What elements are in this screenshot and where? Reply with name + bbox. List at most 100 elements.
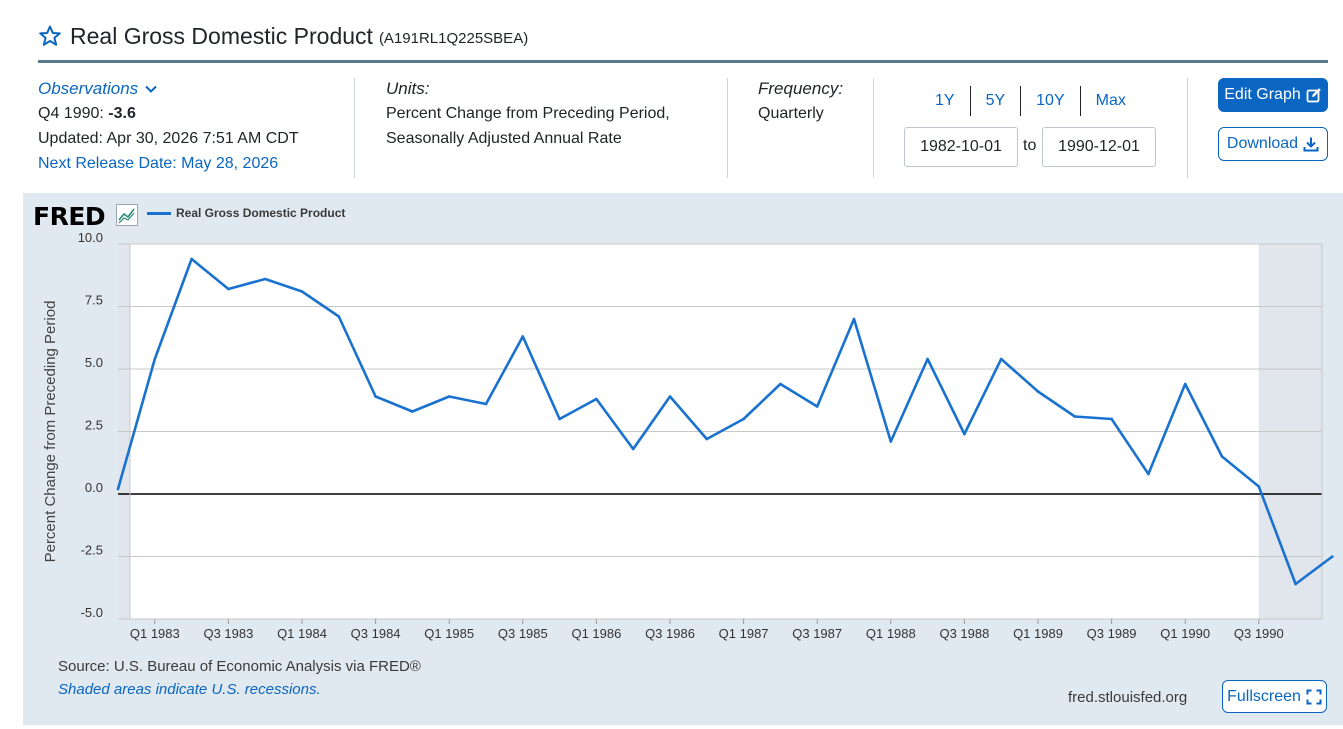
data-point [1257,485,1261,488]
legend-label: Real Gross Domestic Product [176,206,346,220]
series-line [116,257,1334,586]
fullscreen-icon [1306,689,1322,704]
data-point [1073,415,1077,418]
y-tick-label: 0.0 [85,480,103,495]
data-point [963,432,966,436]
x-tick-label: Q1 1984 [277,626,327,641]
data-point [447,395,451,398]
data-point [1036,390,1040,393]
units-label: Units: [386,79,430,98]
data-point [815,405,819,408]
start-date-input[interactable]: 1982-10-01 [904,127,1018,167]
x-tick-label: Q3 1989 [1087,626,1137,641]
divider [354,78,355,178]
data-point [263,277,267,281]
x-tick-label: Q1 1990 [1160,626,1210,641]
recession-note: Shaded areas indicate U.S. recessions. [58,681,321,698]
x-tick-label: Q1 1987 [719,626,769,641]
y-tick-label: -2.5 [81,543,103,558]
end-date-input[interactable]: 1990-12-01 [1042,127,1156,167]
data-point [374,395,377,398]
data-point [1110,417,1113,421]
y-tick-label: 5.0 [85,355,103,370]
y-tick-label: -5.0 [81,605,103,620]
data-point [1147,472,1150,476]
fred-graph-icon [116,204,138,226]
units-line-1: Percent Change from Preceding Period, [386,105,670,122]
y-axis-label: Percent Change from Preceding Period [42,301,59,563]
site-url: fred.stlouisfed.org [1068,689,1188,706]
data-point [153,357,157,361]
frequency-value: Quarterly [758,105,824,122]
series-id: (A191RL1Q225SBEA) [378,29,529,47]
data-point [1183,382,1187,386]
x-tick-label: Q1 1983 [130,626,180,641]
data-point [337,315,341,318]
x-tick-label: Q3 1985 [498,626,548,641]
range-separator [1079,86,1081,116]
date-range-to-label: to [1023,137,1037,154]
x-tick-label: Q1 1985 [424,626,474,641]
source-text: Source: U.S. Bureau of Economic Analysis… [58,658,421,675]
edit-icon [1306,88,1321,103]
range-button-max[interactable]: Max [1095,92,1126,109]
fullscreen-label: Fullscreen [1227,687,1301,705]
units-line-2: Seasonally Adjusted Annual Rate [386,130,622,147]
y-tick-label: 7.5 [85,293,103,308]
data-point [889,440,893,443]
fullscreen-button[interactable]: Fullscreen [1222,680,1327,713]
download-icon [1303,137,1319,152]
data-point [558,417,561,421]
edit-graph-button[interactable]: Edit Graph [1218,78,1328,112]
frequency-panel: Frequency: Quarterly [758,76,843,126]
data-point [1220,455,1224,458]
units-panel: Units: Percent Change from Preceding Per… [386,76,670,151]
observations-panel: Observations Q4 1990: -3.6 Updated: Apr … [38,76,299,176]
chevron-down-icon [145,85,157,93]
updated-text: Updated: Apr 30, 2026 7:51 AM CDT [38,130,299,147]
x-tick-label: Q3 1983 [203,626,253,641]
star-icon[interactable] [38,24,62,48]
divider [1187,78,1188,178]
divider [727,78,728,178]
download-button[interactable]: Download [1218,127,1328,161]
range-buttons: 1Y 5Y 10Y Max [920,86,1141,116]
title-divider [38,60,1328,63]
data-point [668,395,672,398]
data-point [705,437,709,441]
range-button-5y[interactable]: 5Y [985,92,1006,109]
fred-logo: FRED [33,202,106,231]
next-release-link[interactable]: Next Release Date: May 28, 2026 [38,155,279,172]
data-point [999,357,1003,361]
data-point [484,402,488,406]
legend-swatch [147,211,171,215]
data-point [521,335,525,338]
x-tick-label: Q1 1986 [571,626,621,641]
latest-value: -3.6 [108,105,136,122]
x-tick-label: Q3 1987 [792,626,842,641]
data-point [227,287,230,291]
data-point [779,382,782,386]
observations-toggle[interactable]: Observations [38,76,299,101]
data-point [852,317,856,321]
x-tick-label: Q3 1988 [939,626,989,641]
data-point [631,447,635,451]
latest-period: Q4 1990: [38,105,104,122]
x-tick-label: Q3 1990 [1234,626,1284,641]
x-tick-label: Q1 1988 [866,626,916,641]
range-button-10y[interactable]: 10Y [1036,92,1065,109]
latest-observation: Q4 1990: -3.6 [38,101,299,126]
x-tick-label: Q3 1986 [645,626,695,641]
chart-legend: Real Gross Domestic Product [147,206,345,220]
data-point [116,487,120,491]
data-point [742,417,745,421]
data-point [595,397,598,401]
page-title: Real Gross Domestic Product [70,22,373,49]
range-button-1y[interactable]: 1Y [935,92,955,109]
frequency-label: Frequency: [758,79,844,98]
x-tick-label: Q3 1984 [351,626,401,641]
y-tick-label: 2.5 [85,418,103,433]
range-separator [969,86,971,116]
data-point [1294,582,1297,586]
